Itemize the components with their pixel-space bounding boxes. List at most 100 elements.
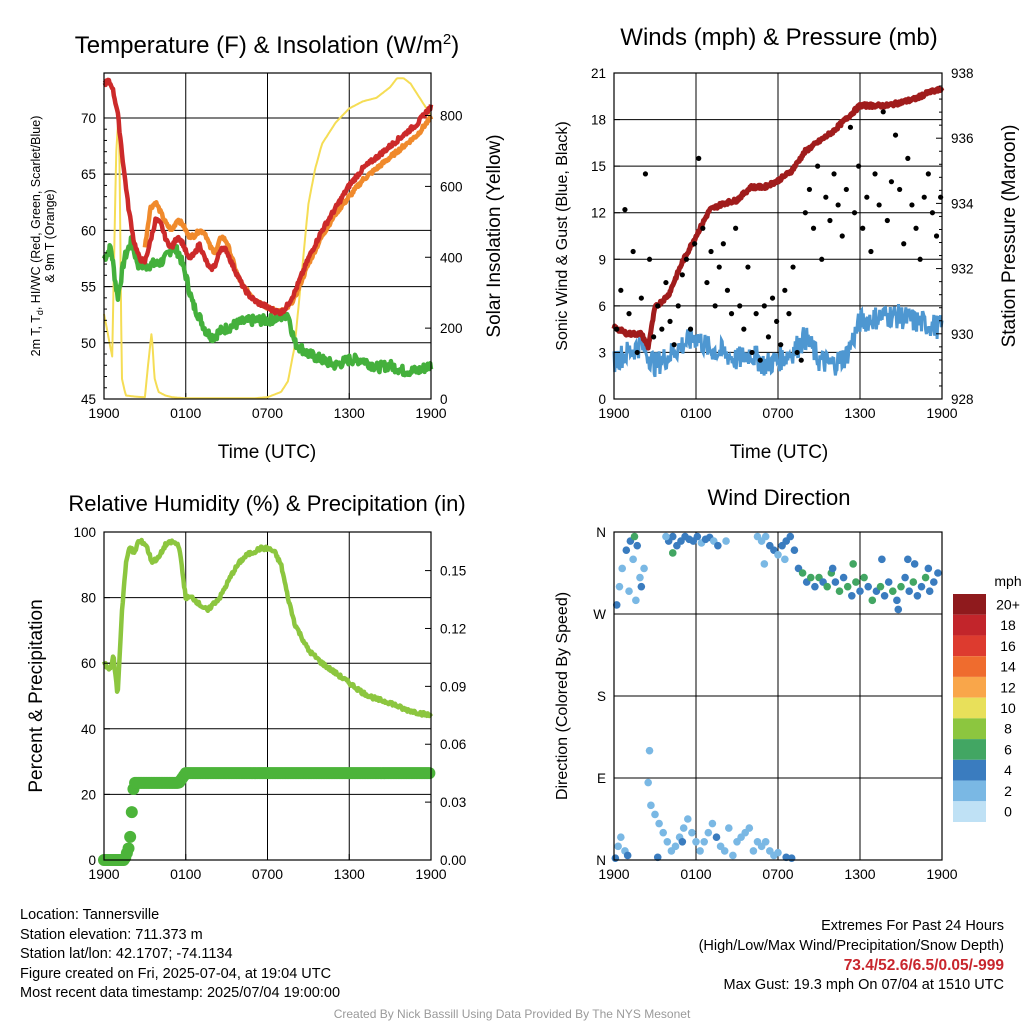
direction-point xyxy=(623,851,632,860)
direction-point xyxy=(612,601,621,609)
direction-point xyxy=(930,578,938,586)
y2-tick-label: 0.00 xyxy=(440,853,466,868)
gust-point xyxy=(876,202,882,208)
y-tick-label: 9 xyxy=(598,252,606,267)
direction-point xyxy=(835,587,844,596)
temperature-y-axis-label-line2: & 9m T (Orange) xyxy=(43,189,57,282)
temperature-y-axis-label-line1: 2m T, Td, HI/WC (Red, Green, Scarlet/Blu… xyxy=(29,116,45,357)
y2-tick-label: 0.03 xyxy=(440,795,466,810)
x-tick-label: 0700 xyxy=(762,866,793,882)
recent-timestamp: Most recent data timestamp: 2025/07/04 1… xyxy=(20,985,341,1002)
gust-point xyxy=(860,225,866,231)
gust-point xyxy=(884,217,890,224)
gust-point xyxy=(667,318,673,324)
direction-point xyxy=(704,828,713,837)
gust-point xyxy=(888,179,895,185)
direction-point xyxy=(934,569,942,577)
pressure-y-axis-label: Station Pressure (Maroon) xyxy=(999,125,1020,348)
direction-point xyxy=(615,582,624,591)
gust-point xyxy=(815,163,821,169)
y-tick-label: 12 xyxy=(591,206,606,221)
legend-label: 18 xyxy=(1000,617,1016,633)
y2-tick-label: 400 xyxy=(440,250,463,265)
gust-point xyxy=(712,303,718,309)
gust-point xyxy=(692,241,698,247)
gust-point xyxy=(671,342,677,348)
gust-point xyxy=(925,171,931,177)
legend-swatch xyxy=(953,594,986,615)
gust-point xyxy=(626,311,632,317)
y2-tick-label: 930 xyxy=(951,327,974,342)
gust-point xyxy=(794,349,800,356)
series-line-insolation xyxy=(103,77,432,400)
direction-point xyxy=(636,573,644,582)
gust-point xyxy=(823,194,829,200)
extremes-title: Extremes For Past 24 Hours xyxy=(821,918,1004,934)
x-tick-label: 1900 xyxy=(88,866,119,882)
x-tick-label: 0100 xyxy=(680,405,711,421)
plot-frame xyxy=(613,531,943,861)
gust-point xyxy=(741,326,747,332)
direction-point xyxy=(659,828,667,837)
direction-point xyxy=(625,587,633,596)
humidity-panel: Relative Humidity (%) & Precipitation (i… xyxy=(26,491,466,882)
direction-point xyxy=(640,564,648,573)
y-tick-label: 80 xyxy=(81,591,96,606)
gust-point xyxy=(802,210,808,216)
direction-point xyxy=(668,549,677,557)
gust-point xyxy=(720,241,726,247)
precip-point xyxy=(124,830,137,843)
gust-point xyxy=(851,210,858,216)
direction-point xyxy=(692,837,700,846)
direction-point xyxy=(790,546,799,555)
direction-point xyxy=(781,555,789,564)
direction-point xyxy=(761,532,770,541)
gust-point xyxy=(798,357,804,363)
gust-point xyxy=(696,155,702,161)
direction-point xyxy=(630,532,639,541)
x-tick-label: 0100 xyxy=(170,866,201,882)
direction-point xyxy=(679,824,688,832)
direction-point xyxy=(696,847,704,855)
direction-point xyxy=(653,853,662,862)
y2-tick-label: 0 xyxy=(440,392,448,407)
direction-point xyxy=(807,573,815,582)
gust-point xyxy=(679,272,685,278)
direction-point xyxy=(917,582,926,591)
legend-label: 8 xyxy=(1004,721,1012,737)
legend-swatch xyxy=(953,718,986,740)
plot-frame xyxy=(103,531,432,861)
y-tick-label: 65 xyxy=(81,167,96,182)
direction-point xyxy=(811,582,819,591)
winds-x-axis-label: Time (UTC) xyxy=(730,442,829,463)
direction-point xyxy=(798,569,807,577)
x-tick-label: 1900 xyxy=(598,866,629,882)
gust-point xyxy=(806,186,813,193)
legend-swatch xyxy=(953,697,986,719)
x-tick-label: 1900 xyxy=(88,405,119,421)
direction-point xyxy=(688,828,696,837)
gust-point xyxy=(856,163,862,169)
gust-point xyxy=(614,326,620,332)
direction-point xyxy=(884,578,893,586)
direction-point xyxy=(647,801,655,810)
y-tick-label: 20 xyxy=(81,787,96,802)
x-tick-label: 1900 xyxy=(598,405,629,421)
gust-point xyxy=(897,186,903,193)
wind-speed-line xyxy=(612,304,944,378)
gust-point xyxy=(774,318,780,324)
legend-label: 6 xyxy=(1004,741,1012,757)
winds-chart-title: Winds (mph) & Pressure (mb) xyxy=(620,24,937,51)
y2-tick-label: 0.09 xyxy=(440,679,466,694)
direction-point xyxy=(913,591,922,600)
gust-point xyxy=(708,248,714,255)
gust-point xyxy=(864,194,870,200)
direction-point xyxy=(622,546,631,555)
gust-point xyxy=(880,109,886,115)
direction-point xyxy=(618,564,626,573)
gust-point xyxy=(839,233,845,239)
gust-point xyxy=(716,264,722,270)
direction-point xyxy=(828,564,837,573)
legend-swatch xyxy=(953,801,986,822)
